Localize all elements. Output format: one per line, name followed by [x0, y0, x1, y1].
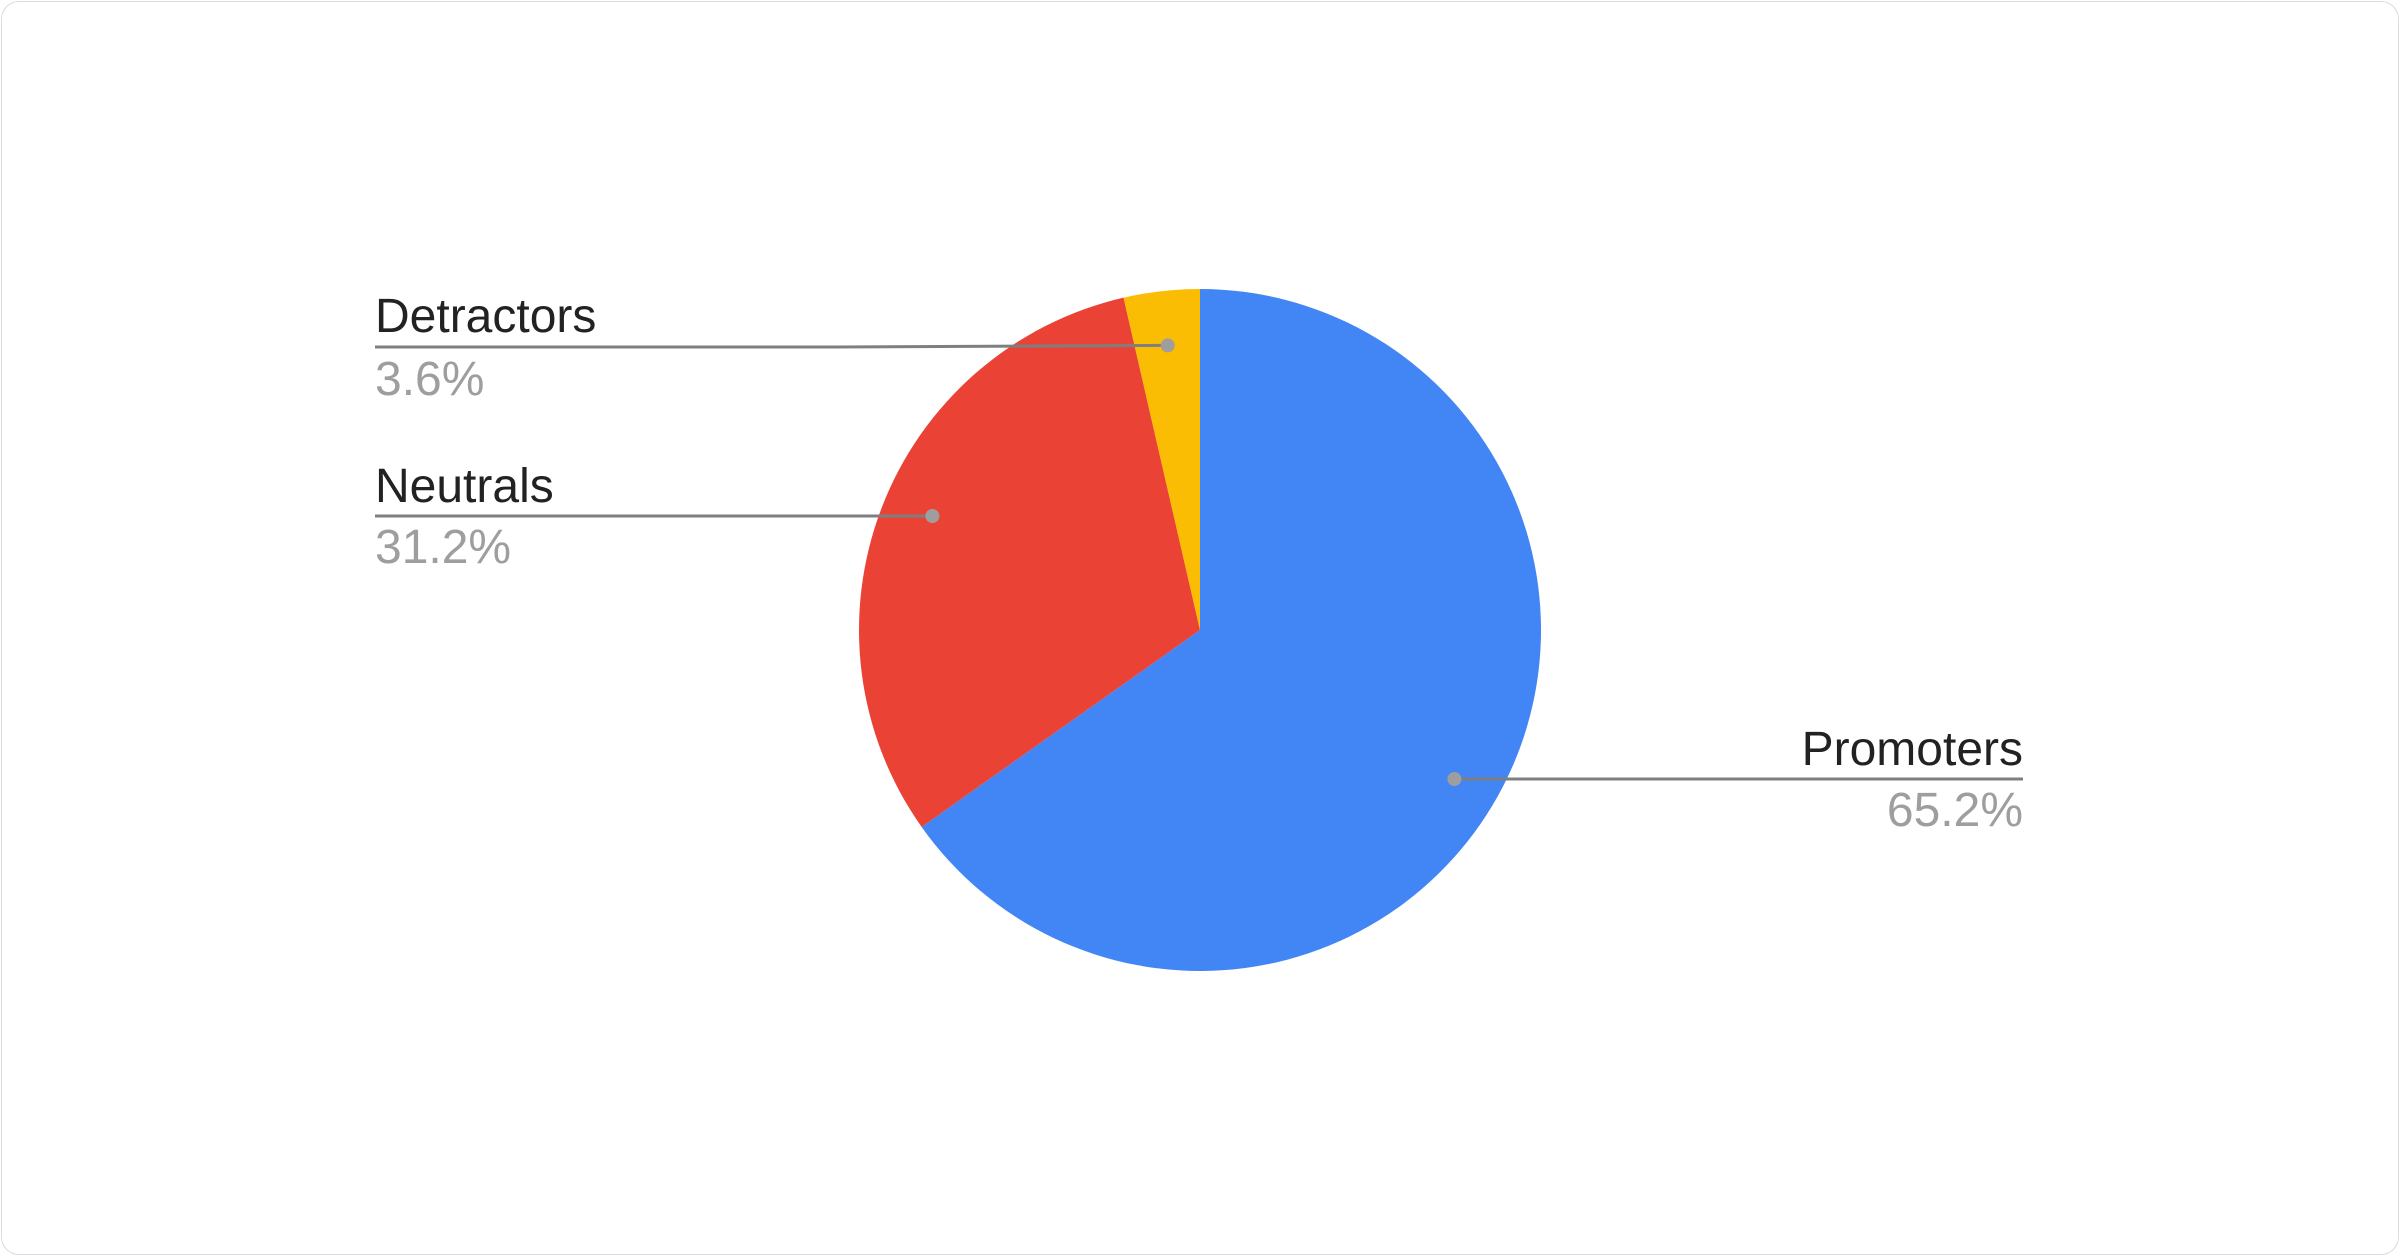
slice-value-detractors: 3.6%: [375, 353, 484, 406]
slice-label-neutrals: Neutrals: [375, 460, 554, 513]
slice-label-promoters: Promoters: [1802, 723, 2023, 776]
slice-value-promoters: 65.2%: [1887, 784, 2023, 837]
leader-line-detractors: [375, 343, 1168, 349]
leader-dot-detractors: [1160, 338, 1175, 353]
leader-dot-neutrals: [925, 509, 940, 523]
slice-value-neutrals: 31.2%: [375, 521, 511, 574]
pie-slice-promoters[interactable]: [921, 289, 1541, 971]
slice-label-detractors: Detractors: [375, 290, 596, 343]
pie-slice-detractors[interactable]: [1123, 289, 1200, 630]
leader-dot-promoters: [1447, 772, 1462, 786]
pie-slice-neutrals[interactable]: [858, 297, 1200, 827]
